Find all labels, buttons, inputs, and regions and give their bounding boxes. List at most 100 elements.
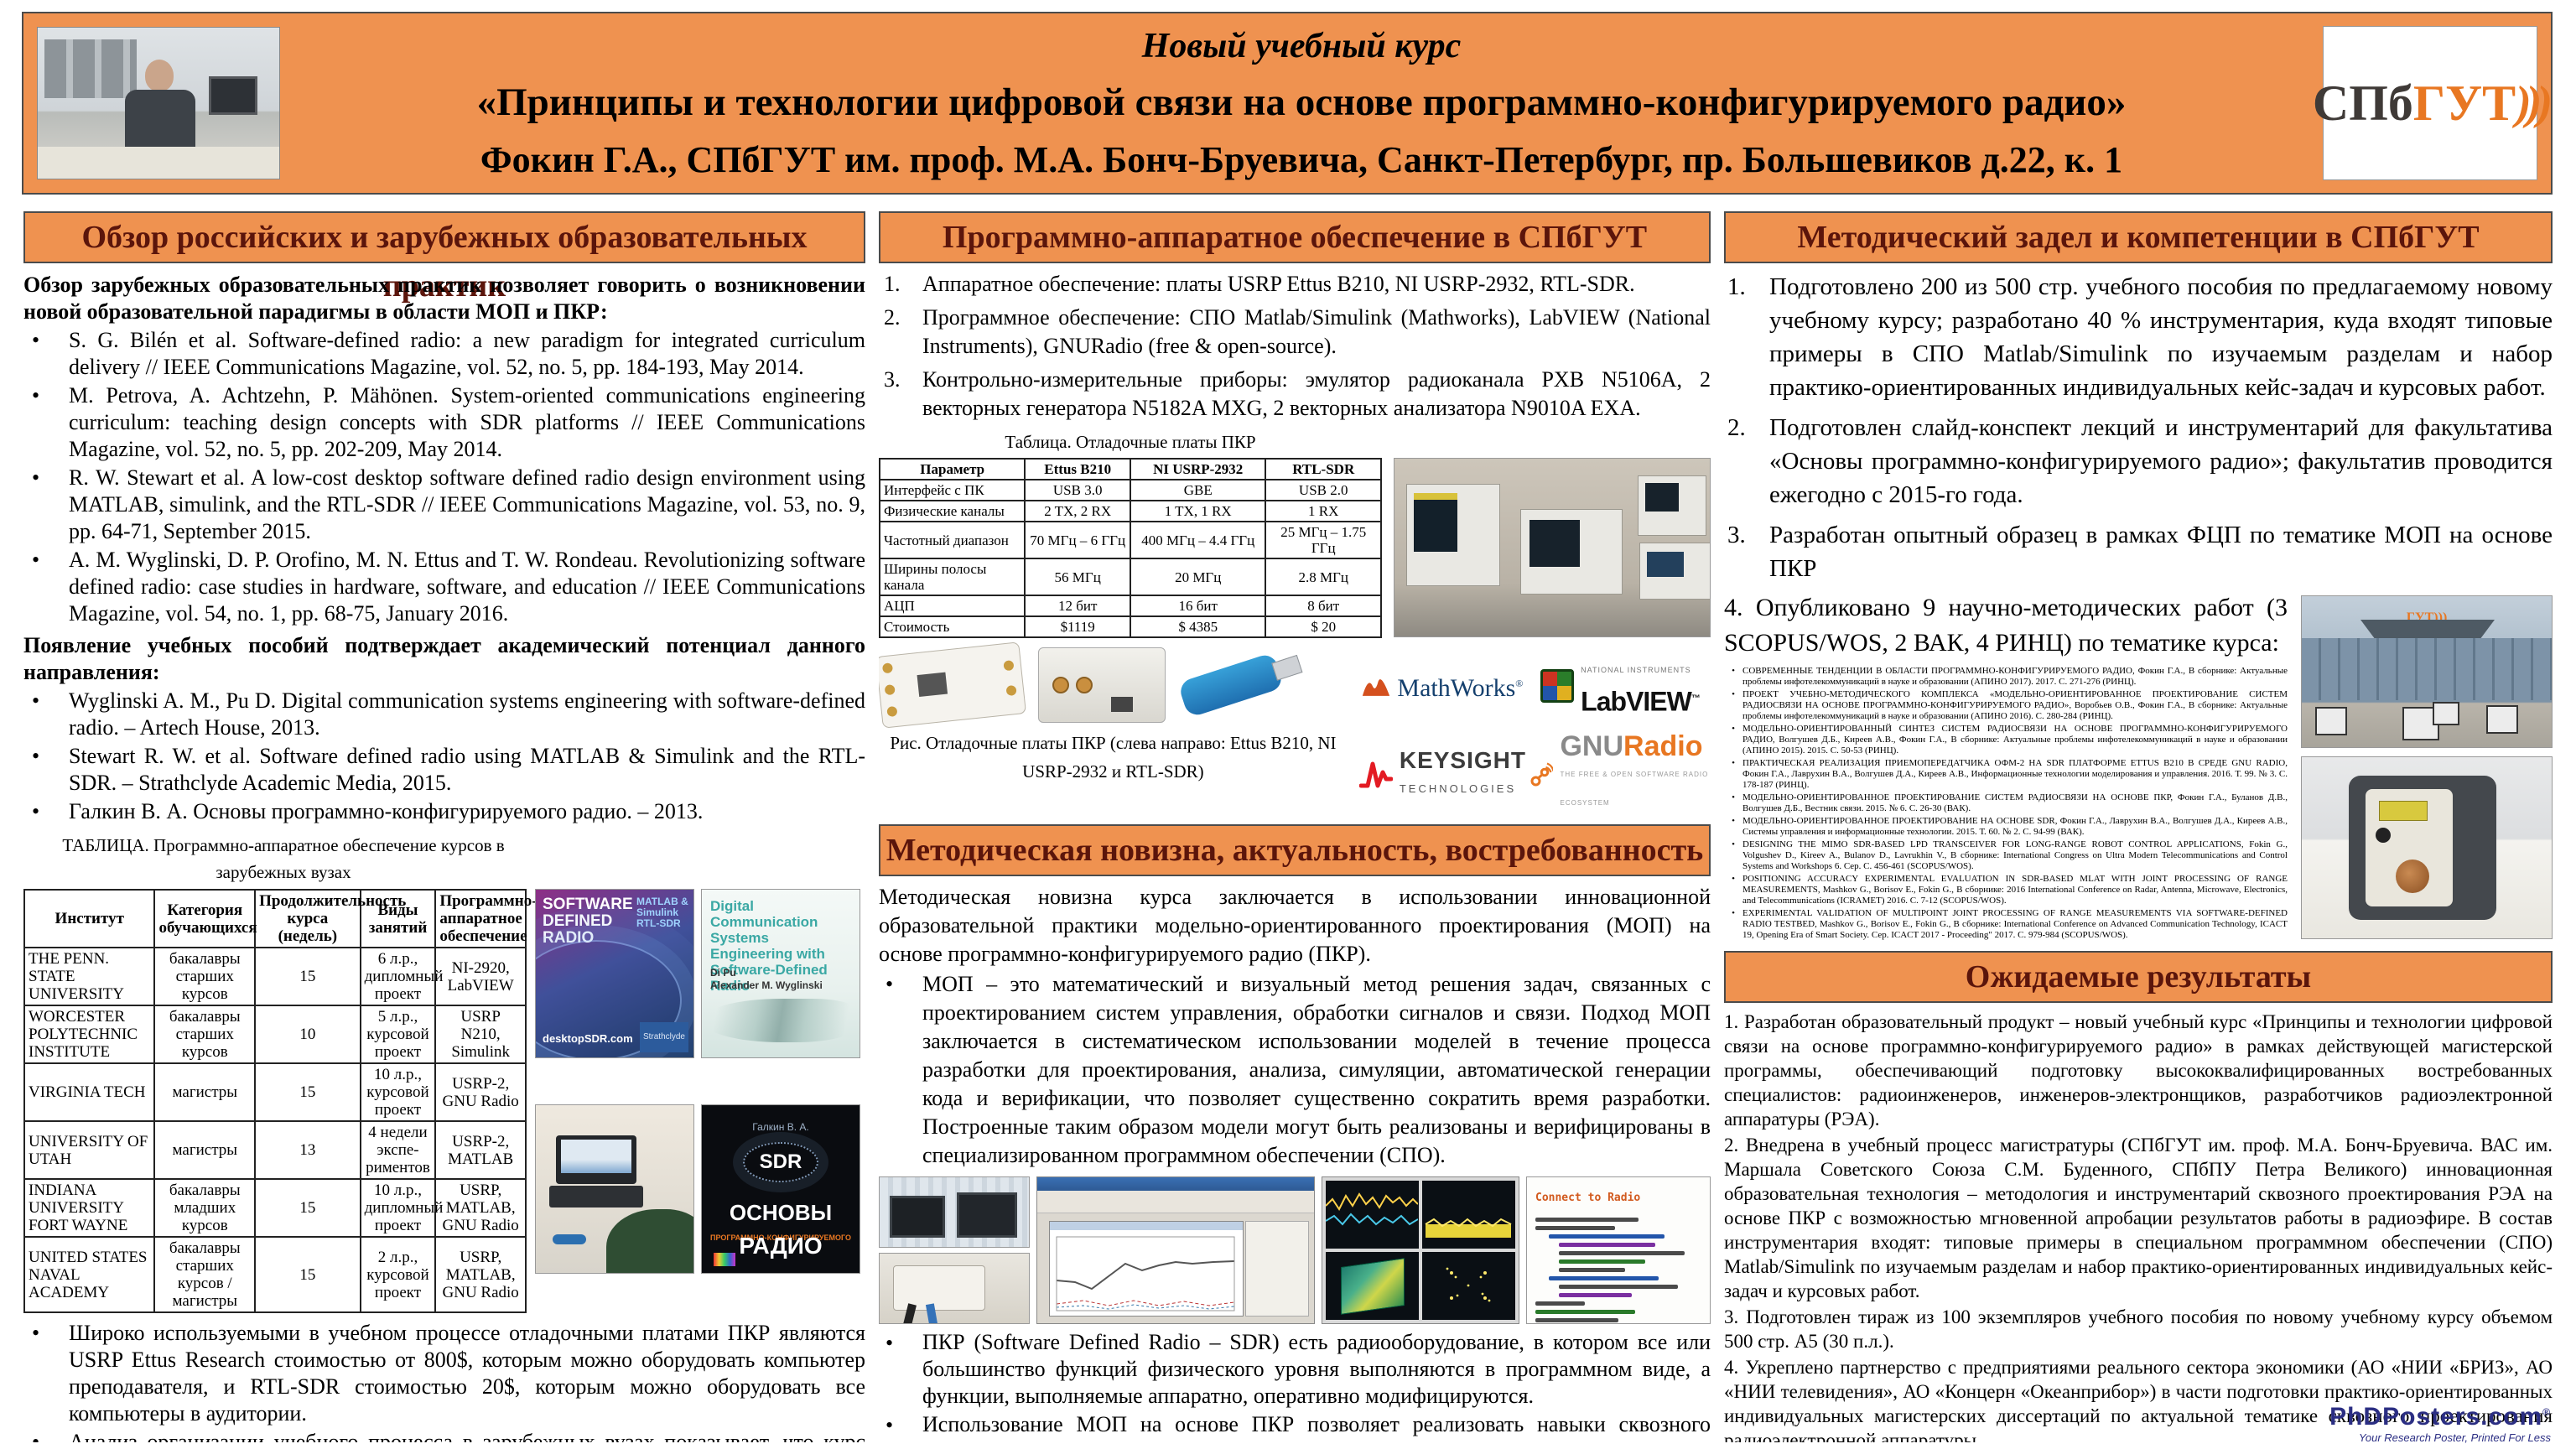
book1-title: SOFTWARE DEFINED RADIO [543,896,633,947]
cell: 10 л.р., курсовой проект [359,1062,437,1122]
logo-waves-icon: ))) [2516,77,2553,129]
book3-title-line1: ОСНОВЫ [729,1200,833,1225]
middle-bullet-2: Использование МОП на основе ПКР позволяе… [922,1412,1711,1442]
list-item: 1. Подготовлено 200 из 500 стр. учебного… [1724,270,2553,404]
publication: • МОДЕЛЬНО-ОРИЕНТИРОВАННОЕ ПРОЕКТИРОВАНИ… [1732,792,2288,813]
code-heading: Connect to Radio [1535,1192,1641,1204]
device-figure-caption: Рис. Отладочные платы ПКР (слева направо… [890,733,1337,782]
instrument-graphic [1639,543,1710,600]
cell: 15 [254,1178,361,1238]
publication: • ПРАКТИЧЕСКАЯ РЕАЛИЗАЦИЯ ПРИЕМОПЕРЕДАТЧ… [1732,758,2288,790]
left-section-header: Обзор российских и зарубежных образовате… [23,211,865,304]
matlab-figure-window [1049,1221,1244,1317]
cell: Интерфейс с ПК [879,479,1026,501]
cell: бакалавры младших курсов [153,1178,257,1238]
rtl-sdr-photo [1177,652,1303,719]
publication: • DESIGNING THE MIMO SDR-BASED LPD TRANS… [1732,839,2288,871]
usrp-cables-photo [879,1253,1030,1324]
signal-level-window [1422,1181,1515,1249]
right-section-header-2: Ожидаемые результаты [1724,951,2553,1003]
publication-8: POSITIONING ACCURACY EXPERIMENTAL EVALUA… [1742,874,2288,906]
radar-ring-graphic [536,940,682,1057]
cell: 56 МГц [1024,558,1131,596]
col-header: Категория обучающихся [153,889,257,948]
matlab-code-screenshot: Connect to Radio [1526,1176,1711,1324]
ettus-b210-photo [879,641,1027,729]
author-head-graphic [145,60,174,91]
book-cover-digital-comm: Digital Communication Systems Engineerin… [701,889,860,1058]
col-header: Ettus B210 [1024,458,1131,480]
lab-photo-stack [879,1176,1030,1324]
cell: USRP-2, GNU Radio [434,1062,527,1122]
table-row: WORCESTER POLYTECHNIC INSTITUTE бакалавр… [23,1005,527,1064]
book1-subtitle: MATLAB & Simulink RTL-SDR [636,896,688,929]
author-body-graphic [125,90,195,157]
channel-estimate-plot [1056,1236,1235,1311]
lab-shelf-graphic [44,39,137,98]
wave-graphic [702,999,860,1042]
col-header: Институт [23,889,156,948]
publication-4: ПРАКТИЧЕСКАЯ РЕАЛИЗАЦИЯ ПРИЕМОПЕРЕДАТЧИК… [1742,758,2288,790]
book2-author-1: Di Pu [710,967,736,979]
keysight-logo: KEYSIGHT TECHNOLOGIES [1358,746,1526,803]
device-photos-block: Рис. Отладочные платы ПКР (слева направо… [879,641,1711,818]
list-item: • S. G. Bilén et al. Software-defined ra… [32,328,865,379]
col-header: RTL-SDR [1265,458,1382,480]
list-item: 2. Подготовлен слайд-конспект лекций и и… [1724,411,2553,512]
cell: 2 TX, 2 RX [1024,500,1131,522]
table-row: Частотный диапазон 70 МГц – 6 ГГц 400 МГ… [879,521,1382,559]
publication-7: DESIGNING THE MIMO SDR-BASED LPD TRANSCE… [1742,839,2288,871]
right-column: Методический задел и компетенции в СПбГУ… [1724,211,2553,1442]
foreign-courses-table: Институт Категория обучающихся Продолжит… [23,889,538,1313]
laptop-rtlsdr-photo [535,1104,694,1274]
table-row: Интерфейс с ПК USB 3.0 GBE USB 2.0 [879,479,1382,501]
left-intro: Обзор зарубежных образовательных практик… [23,273,865,324]
cell: 10 л.р., дипломный проект [359,1178,443,1238]
methodology-intro: Методическая новизна курса заключается в… [879,885,1711,966]
right-photos: ГУТ))) [2301,595,2553,939]
table-row: Стоимость $1119 $ 4385 $ 20 [879,615,1382,638]
table-row: UNITED STATES NAVAL ACADEMY бакалавры ст… [23,1236,527,1313]
list-item: • Использование МОП на основе ПКР позвол… [879,1411,1711,1442]
cell: USRP N210, Simulink [434,1005,527,1064]
cell: 8 бит [1265,595,1382,617]
mathworks-icon [1363,679,1390,696]
list-item: • Галкин В. А. Основы программно-конфигу… [23,798,865,825]
publication: • ПРОЕКТ УЧЕБНО-МЕТОДИЧЕСКОГО КОМПЛЕКСА … [1732,689,2288,721]
publication-2: ПРОЕКТ УЧЕБНО-МЕТОДИЧЕСКОГО КОМПЛЕКСА «М… [1742,689,2288,721]
cell: 13 [254,1120,361,1180]
item-number: 1. [884,272,901,296]
book3-title-line2: ПРОГРАММНО-КОНФИГУРИРУЕМОГО [710,1233,851,1242]
left-table-caption: ТАБЛИЦА. Программно-аппаратное обеспечен… [62,835,505,882]
right-item-4: 4. Опубликовано 9 научно-методических ра… [1724,594,2288,657]
cell: 20 МГц [1129,558,1267,596]
cell: USRP, MATLAB, GNU Radio [434,1236,527,1313]
publication-9: EXPERIMENTAL VALIDATION OF MULTIPOINT JO… [1742,908,2288,940]
cell: Частотный диапазон [879,521,1026,559]
logo-text-orange: ГУТ [2412,75,2516,131]
reference-2: M. Petrova, A. Achtzehn, P. Mähönen. Sys… [69,383,865,461]
left-bullet-2: Анализ организации учебного процесса в з… [69,1430,865,1442]
publication: • МОДЕЛЬНО-ОРИЕНТИРОВАННОЕ ПРОЕКТИРОВАНИ… [1732,816,2288,837]
gnuradio-logo: GNURadio THE FREE & OPEN SOFTWARE RADIO … [1530,732,1711,818]
middle-column: Программно-аппаратное обеспечение в СПбГ… [879,211,1711,1442]
cell: 15 [254,1062,361,1122]
table-row: Ширины полосы канала 56 МГц 20 МГц 2.8 М… [879,558,1382,596]
cell: UNIVERSITY OF UTAH [23,1120,156,1180]
book3-title-line3: РАДИО [739,1233,823,1259]
left-table-row-block: Институт Категория обучающихся Продолжит… [23,889,865,1313]
cell: 16 бит [1129,595,1267,617]
list-item: • R. W. Stewart et al. A low-cost deskto… [32,465,865,543]
cell: 12 бит [1024,595,1131,617]
cell: $ 4385 [1129,615,1267,638]
prototype-device-photo [2301,756,2553,939]
header-titles: Новый учебный курс «Принципы и технологи… [280,26,2323,181]
mop-definition: МОП – это математический и визуальный ме… [922,972,1711,1167]
list-item: • M. Petrova, A. Achtzehn, P. Mähönen. S… [32,383,865,461]
publication: • СОВРЕМЕННЫЕ ТЕНДЕНЦИИ В ОБЛАСТИ ПРОГРА… [1732,666,2288,687]
logo-text-gray: СПб [2312,75,2413,131]
cell: бакалавры старших курсов [153,947,257,1006]
poster-title: «Принципы и технологии цифровой связи на… [476,80,2127,124]
book-ref-2: Stewart R. W. et al. Software defined ra… [69,744,865,795]
